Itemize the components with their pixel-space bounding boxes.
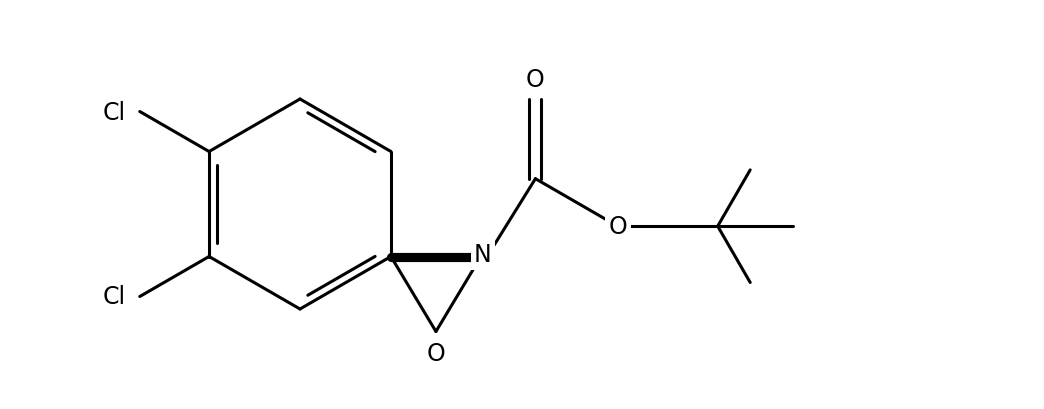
Text: Cl: Cl bbox=[102, 285, 125, 309]
Text: Cl: Cl bbox=[102, 100, 125, 124]
Text: N: N bbox=[474, 243, 492, 267]
Text: O: O bbox=[526, 67, 545, 92]
Text: O: O bbox=[609, 215, 627, 238]
Text: O: O bbox=[427, 342, 446, 366]
